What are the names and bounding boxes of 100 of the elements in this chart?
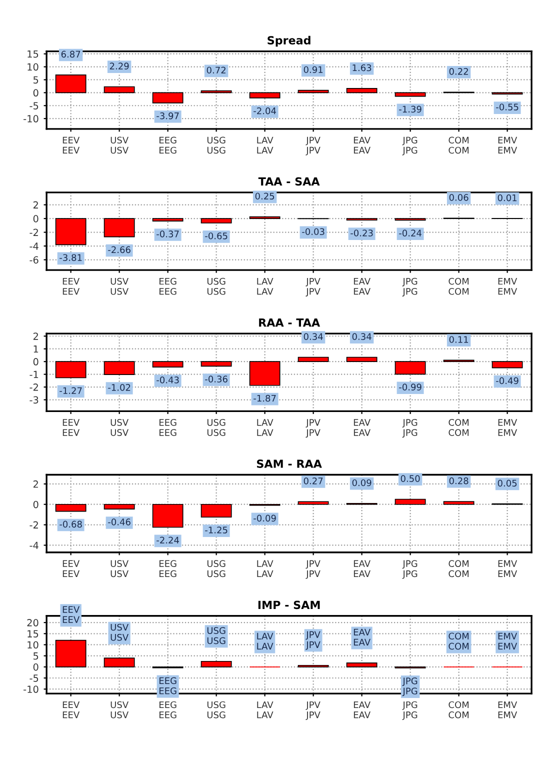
- x-tick-label: EMV EMV: [498, 278, 518, 295]
- y-tick-label: 10: [28, 63, 38, 71]
- bar: [394, 92, 426, 97]
- chart-title: IMP - SAM: [258, 600, 320, 610]
- data-label: -2.24: [156, 536, 179, 544]
- data-label: -3.97: [156, 112, 179, 120]
- data-label: 0.91: [304, 66, 323, 74]
- data-label: -0.36: [205, 376, 228, 382]
- data-label: -1.25: [205, 526, 228, 534]
- y-tick-label: 0: [33, 358, 38, 366]
- x-tick-label: USV USV: [110, 419, 129, 436]
- x-tick-label: JPV JPV: [306, 136, 320, 156]
- bar: [346, 88, 378, 94]
- data-label: 6.87: [61, 50, 80, 58]
- x-tick-label: LAV LAV: [257, 419, 274, 436]
- y-tick-label: -10: [24, 115, 38, 122]
- bar: [55, 74, 86, 94]
- y-tick-label: -2: [30, 228, 38, 236]
- y-tick-label: 2: [33, 480, 38, 488]
- data-label: EEV EEV: [62, 606, 80, 623]
- y-tick-label: 20: [27, 619, 38, 626]
- chart-title: Spread: [268, 36, 310, 47]
- data-label: -0.37: [156, 230, 179, 238]
- y-tick-label: 5: [34, 76, 38, 84]
- data-label: -0.65: [205, 232, 228, 240]
- x-tick-label: JPG JPG: [402, 560, 418, 579]
- y-tick-label: 0: [33, 500, 38, 508]
- x-tick-label: EEV EEV: [62, 701, 80, 718]
- data-label: 2.29: [110, 62, 129, 70]
- x-tick-label: COM COM: [448, 701, 469, 718]
- data-label: -0.49: [496, 377, 518, 384]
- data-label: COM COM: [448, 632, 469, 650]
- bar: [152, 92, 184, 104]
- data-label: 0.22: [449, 68, 468, 75]
- x-tick-label: USG USG: [207, 560, 226, 578]
- x-tick-label: USV USV: [110, 278, 129, 295]
- x-tick-label: EMV EMV: [498, 701, 518, 718]
- data-label: 1.63: [352, 64, 372, 72]
- data-label: EEG EEG: [160, 677, 176, 694]
- x-tick-label: COM COM: [448, 136, 469, 154]
- data-label: 0.25: [255, 192, 274, 200]
- data-label: 0.28: [449, 477, 468, 484]
- x-tick-label: USV USV: [110, 701, 129, 718]
- x-tick-label: JPV JPV: [306, 278, 320, 296]
- chart-title: SAM - RAA: [256, 460, 322, 468]
- bar: [346, 662, 378, 668]
- x-tick-label: COM COM: [448, 278, 469, 295]
- x-tick-label: JPG JPG: [402, 701, 418, 720]
- data-label: USV USV: [110, 624, 129, 641]
- y-tick-label: -10: [24, 686, 38, 693]
- y-tick-label: -6: [30, 256, 38, 264]
- y-tick-label: -2: [30, 521, 38, 528]
- y-tick-label: 1: [34, 345, 38, 353]
- y-tick-label: 0: [33, 663, 38, 671]
- x-tick-label: EMV EMV: [498, 560, 518, 577]
- x-tick-label: LAV LAV: [257, 136, 274, 154]
- data-label: -0.46: [108, 518, 130, 526]
- data-label: -0.43: [156, 376, 179, 384]
- x-tick-label: EAV EAV: [354, 419, 370, 436]
- x-tick-label: JPG JPG: [402, 278, 418, 296]
- data-label: LAV LAV: [257, 632, 274, 650]
- data-label: -0.23: [350, 230, 373, 236]
- data-label: -0.03: [302, 228, 324, 236]
- x-tick-label: EEV EEV: [62, 419, 80, 436]
- x-tick-label: USG USG: [207, 278, 226, 295]
- y-tick-label: 15: [28, 50, 38, 58]
- bar: [104, 658, 135, 668]
- x-tick-label: EEV EEV: [62, 136, 80, 154]
- data-label: 0.34: [304, 333, 323, 340]
- x-tick-label: EEV EEV: [62, 278, 80, 295]
- y-tick-label: 15: [28, 630, 38, 638]
- bar: [298, 90, 329, 94]
- data-label: 0.27: [304, 478, 323, 484]
- x-tick-label: COM COM: [448, 560, 469, 578]
- data-label: 0.50: [400, 475, 420, 482]
- bar: [55, 640, 86, 668]
- x-tick-label: JPG JPG: [402, 419, 418, 438]
- data-label: JPG JPG: [402, 677, 418, 696]
- data-label: -0.55: [496, 104, 518, 110]
- x-tick-label: EAV EAV: [354, 560, 370, 577]
- data-label: -1.87: [254, 394, 276, 402]
- x-tick-label: EAV EAV: [354, 701, 370, 718]
- data-label: -1.02: [108, 384, 130, 391]
- y-tick-label: -1: [30, 370, 38, 378]
- y-tick-label: 0: [33, 89, 38, 97]
- y-tick-label: 2: [33, 201, 38, 208]
- x-tick-label: EEG EEG: [160, 560, 176, 578]
- data-label: -0.99: [399, 384, 422, 390]
- x-tick-label: EEG EEG: [160, 419, 176, 436]
- y-tick-label: -5: [30, 102, 38, 110]
- bar: [104, 86, 135, 94]
- x-tick-label: USV USV: [110, 136, 129, 154]
- data-label: USG USG: [207, 627, 226, 644]
- x-tick-label: EEG EEG: [160, 701, 176, 718]
- bar: [200, 660, 232, 668]
- y-tick-label: -2: [30, 384, 38, 391]
- x-tick-label: USG USG: [207, 701, 226, 718]
- bar: [249, 92, 280, 98]
- data-label: -2.04: [254, 107, 276, 114]
- chart-title: TAA - SAA: [258, 177, 320, 186]
